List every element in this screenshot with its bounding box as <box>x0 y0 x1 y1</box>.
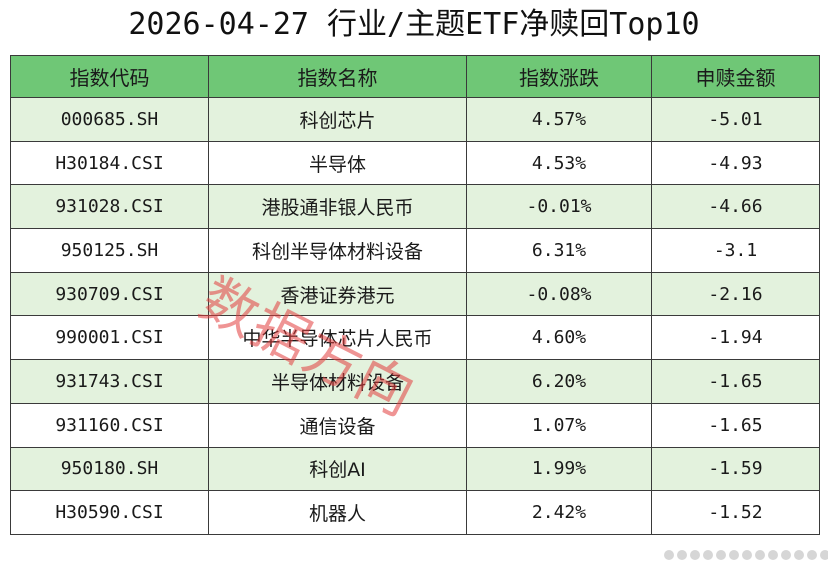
cell-index-name: 科创芯片 <box>208 97 467 142</box>
header-name: 指数名称 <box>208 55 467 98</box>
dot <box>794 550 804 560</box>
cell-index-code: 930709.CSI <box>10 271 209 317</box>
dot <box>807 550 817 560</box>
cell-index-change: 2.42% <box>466 490 652 535</box>
dot <box>703 550 713 560</box>
cell-index-change: -0.01% <box>466 184 652 230</box>
table-row: H30590.CSI 机器人 2.42% -1.52 <box>10 490 820 535</box>
cell-index-change: 6.31% <box>466 228 652 273</box>
cell-index-change: 4.53% <box>466 140 652 186</box>
table-row: 931028.CSI 港股通非银人民币 -0.01% -4.66 <box>10 184 820 230</box>
cell-index-code: 950125.SH <box>10 228 209 273</box>
table-row: H30184.CSI 半导体 4.53% -4.93 <box>10 140 820 186</box>
header-row: 指数代码 指数名称 指数涨跌 申赎金额 <box>10 55 820 98</box>
cell-index-name: 中华半导体芯片人民币 <box>208 315 467 361</box>
cell-amount: -1.59 <box>651 446 820 492</box>
cell-index-name: 港股通非银人民币 <box>208 184 467 230</box>
dot <box>820 550 828 560</box>
cell-index-code: H30184.CSI <box>10 140 209 186</box>
cell-index-change: -0.08% <box>466 271 652 317</box>
cell-amount: -1.65 <box>651 402 820 448</box>
dot <box>781 550 791 560</box>
cell-index-change: 4.60% <box>466 315 652 361</box>
cell-index-code: 000685.SH <box>10 97 209 142</box>
cell-amount: -4.66 <box>651 184 820 230</box>
cell-index-code: 990001.CSI <box>10 315 209 361</box>
cell-index-code: 931743.CSI <box>10 359 209 404</box>
cell-index-code: 950180.SH <box>10 446 209 492</box>
cell-index-name: 香港证券港元 <box>208 271 467 317</box>
cell-index-change: 1.99% <box>466 446 652 492</box>
cell-amount: -1.65 <box>651 359 820 404</box>
cell-amount: -1.52 <box>651 490 820 535</box>
cell-index-code: H30590.CSI <box>10 490 209 535</box>
table-row: 930709.CSI 香港证券港元 -0.08% -2.16 <box>10 271 820 317</box>
table-body: 000685.SH 科创芯片 4.57% -5.01 H30184.CSI 半导体 4.53… <box>10 97 820 535</box>
chart-title: 2026-04-27 行业/主题ETF净赎回Top10 <box>128 7 700 42</box>
cell-amount: -2.16 <box>651 271 820 317</box>
cell-index-change: 6.20% <box>466 359 652 404</box>
table-row: 000685.SH 科创芯片 4.57% -5.01 <box>10 97 820 142</box>
dot <box>677 550 687 560</box>
etf-table: 指数代码 指数名称 指数涨跌 申赎金额 000685.SH 科创芯片 4.57% -5… <box>10 55 820 535</box>
table-row: 931743.CSI 半导体材料设备 6.20% -1.65 <box>10 359 820 404</box>
dot <box>716 550 726 560</box>
cell-amount: -1.94 <box>651 315 820 361</box>
header-amount: 申赎金额 <box>651 55 820 98</box>
dot <box>690 550 700 560</box>
cell-index-name: 科创半导体材料设备 <box>208 228 467 273</box>
table-row: 950125.SH 科创半导体材料设备 6.31% -3.1 <box>10 228 820 273</box>
header-change: 指数涨跌 <box>466 55 652 98</box>
cell-amount: -3.1 <box>651 228 820 273</box>
table-row: 950180.SH 科创AI 1.99% -1.59 <box>10 446 820 492</box>
dot <box>729 550 739 560</box>
cell-index-name: 通信设备 <box>208 402 467 448</box>
dot <box>664 550 674 560</box>
dots-icon <box>664 550 828 564</box>
dot <box>755 550 765 560</box>
dot <box>768 550 778 560</box>
cell-index-code: 931028.CSI <box>10 184 209 230</box>
header-code: 指数代码 <box>10 55 209 98</box>
cell-amount: -5.01 <box>651 97 820 142</box>
cell-index-name: 半导体材料设备 <box>208 359 467 404</box>
table-row: 931160.CSI 通信设备 1.07% -1.65 <box>10 402 820 448</box>
cell-index-name: 科创AI <box>208 446 467 492</box>
cell-index-name: 半导体 <box>208 140 467 186</box>
table-row: 990001.CSI 中华半导体芯片人民币 4.60% -1.94 <box>10 315 820 361</box>
cell-index-name: 机器人 <box>208 490 467 535</box>
cell-index-change: 1.07% <box>466 402 652 448</box>
cell-index-code: 931160.CSI <box>10 402 209 448</box>
dot <box>742 550 752 560</box>
cell-index-change: 4.57% <box>466 97 652 142</box>
cell-amount: -4.93 <box>651 140 820 186</box>
